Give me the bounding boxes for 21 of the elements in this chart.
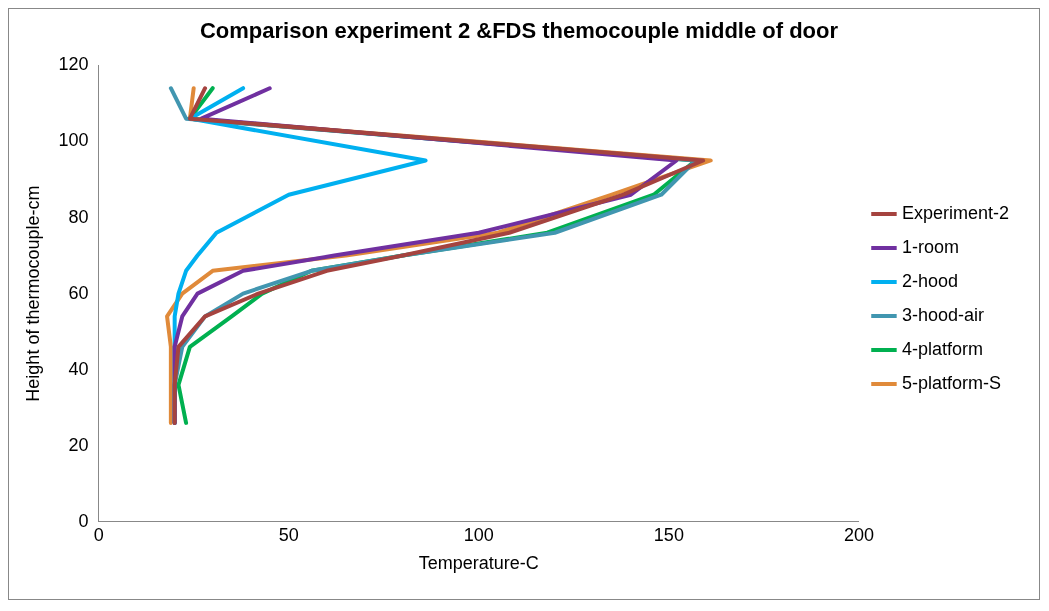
legend-label: 3-hood-air — [901, 304, 985, 325]
x-tick-label: 200 — [843, 524, 874, 545]
x-tick-label: 100 — [463, 524, 494, 545]
legend-label: 4-platform — [901, 338, 983, 359]
x-tick-label: 150 — [653, 524, 684, 545]
y-tick-label: 120 — [58, 54, 89, 75]
legend-label: Experiment-2 — [901, 202, 1009, 223]
x-tick-label: 0 — [93, 524, 104, 545]
legend-label: 1-room — [901, 236, 959, 257]
x-axis-title: Temperature-C — [418, 553, 539, 574]
legend-label: 5-platform-S — [901, 372, 1001, 393]
y-tick-label: 20 — [68, 434, 89, 455]
y-tick-label: 0 — [78, 510, 89, 531]
y-tick-label: 100 — [58, 130, 89, 151]
x-tick-label: 50 — [278, 524, 299, 545]
legend-label: 2-hood — [901, 270, 959, 291]
y-tick-label: 80 — [68, 206, 89, 227]
y-tick-label: 40 — [68, 358, 89, 379]
y-tick-label: 60 — [68, 282, 89, 303]
y-axis-title: Height of thermocouple-cm — [22, 185, 43, 402]
chart-title: Comparison experiment 2 &FDS themocouple middle of door — [199, 18, 839, 44]
